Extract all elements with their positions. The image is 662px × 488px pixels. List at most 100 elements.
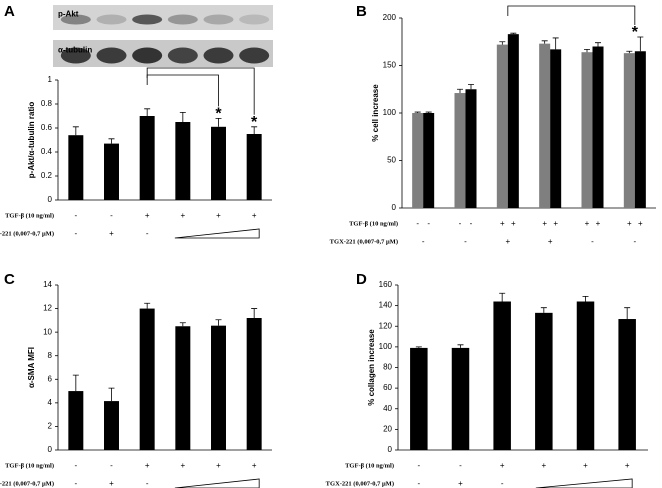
y-tick-label: 150 (383, 61, 397, 70)
treatment-label: TGF-β (10 ng/ml) (5, 212, 54, 219)
error-bar (582, 295, 589, 302)
treatment-sign: - (422, 237, 425, 246)
bar (539, 43, 551, 209)
treatment-sign: - (74, 211, 77, 220)
treatment-sign: + (585, 219, 590, 228)
bar (410, 347, 428, 450)
treatment-sign: - (74, 229, 77, 238)
error-bar (414, 111, 421, 113)
y-axis-label: % collagen increase (367, 329, 376, 406)
significance-mark: * (215, 106, 222, 123)
treatment-sign: - (417, 461, 420, 470)
error-bar (595, 42, 602, 47)
treatment-sign: - (591, 237, 594, 246)
y-tick-label: 2 (48, 422, 53, 431)
error-bar (144, 108, 151, 116)
treatment-sign: + (500, 461, 505, 470)
y-tick-label: 8 (48, 351, 53, 360)
bar (493, 301, 511, 450)
dose-triangle (535, 478, 633, 488)
treatment-sign: - (501, 479, 504, 488)
error-bar (108, 138, 115, 144)
error-bar (499, 41, 506, 45)
treatment-sign: + (216, 461, 221, 470)
y-tick-label: 40 (383, 404, 392, 413)
bar (412, 113, 424, 208)
y-tick-label: 6 (48, 374, 53, 383)
treatment-sign: + (458, 479, 463, 488)
treatment-label: TGF-β (10 ng/ml) (345, 462, 394, 469)
bar (104, 401, 119, 450)
bar (454, 93, 466, 208)
treatment-sign: + (145, 211, 150, 220)
treatment-sign: - (417, 479, 420, 488)
blot-band (60, 14, 91, 25)
error-bar (499, 292, 506, 302)
error-bar (179, 112, 186, 122)
bar (623, 53, 635, 209)
treatment-sign: - (146, 229, 149, 238)
y-tick-label: 4 (48, 398, 53, 407)
error-bar (72, 126, 79, 136)
bar (68, 391, 84, 450)
bar (576, 301, 595, 450)
blot-band (132, 47, 163, 64)
blot-band (96, 47, 127, 64)
bar (496, 44, 508, 208)
treatment-sign: - (459, 461, 462, 470)
error-bar (215, 319, 222, 326)
blot-band (239, 14, 270, 25)
treatment-sign: - (110, 211, 113, 220)
bar (139, 116, 155, 200)
treatment-sign: + (252, 461, 257, 470)
y-tick-label: 0 (48, 195, 53, 204)
error-bar (540, 307, 547, 313)
error-bar (457, 344, 464, 348)
treatment-sign: + (180, 211, 185, 220)
blot-band (239, 47, 270, 64)
treatment-sign: + (252, 211, 257, 220)
bar (246, 134, 262, 200)
bar (68, 135, 84, 200)
y-tick-label: 0 (388, 445, 393, 454)
y-tick-label: 12 (43, 304, 52, 313)
error-bar (251, 308, 258, 318)
y-tick-label: 10 (43, 327, 52, 336)
y-tick-label: 100 (383, 108, 397, 117)
blot-band (60, 47, 91, 64)
treatment-sign: - (633, 237, 636, 246)
error-bar (468, 84, 475, 90)
error-bar (552, 37, 559, 50)
treatment-sign: + (505, 237, 510, 246)
treatment-sign: + (109, 479, 114, 488)
treatment-sign: + (583, 461, 588, 470)
treatment-sign: + (596, 219, 601, 228)
treatment-sign: + (542, 219, 547, 228)
bar (618, 319, 636, 450)
bar (175, 122, 191, 200)
treatment-label: TGX-221 (0,007-0,7 μM) (0, 230, 54, 237)
error-bar (72, 374, 79, 392)
treatment-sign: + (180, 461, 185, 470)
error-bar (637, 36, 644, 52)
error-bar (510, 32, 517, 35)
bar (535, 312, 553, 450)
significance-mark: * (251, 114, 258, 131)
treatment-label: TGX-221 (0,007-0,7 μM) (326, 480, 394, 487)
treatment-sign: + (500, 219, 505, 228)
comparison-bracket (146, 67, 255, 115)
y-tick-label: 0 (392, 203, 397, 212)
error-bar (215, 118, 222, 127)
treatment-sign: - (110, 461, 113, 470)
blot-label: p-Akt (58, 10, 79, 19)
treatment-sign: + (109, 229, 114, 238)
treatment-sign: + (553, 219, 558, 228)
treatment-sign: - (464, 237, 467, 246)
blot-band (132, 14, 163, 25)
blot-band (96, 14, 127, 25)
y-tick-label: 100 (379, 342, 393, 351)
bar (592, 46, 604, 208)
error-bar (144, 302, 151, 309)
treatment-sign: + (638, 219, 643, 228)
